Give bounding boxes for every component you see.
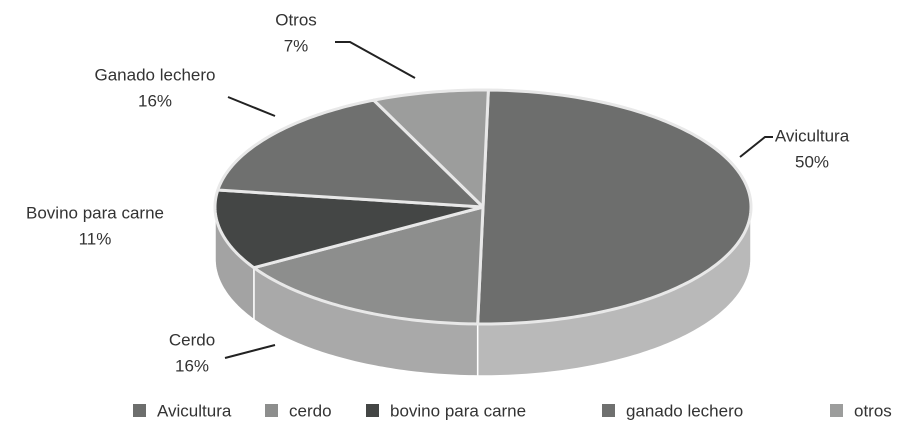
legend-swatch: [265, 404, 278, 417]
slice: [252, 205, 485, 326]
slice-label: Cerdo: [169, 330, 215, 349]
slice: [216, 98, 485, 209]
legend-label: ganado lechero: [626, 401, 743, 420]
legend-swatch: [366, 404, 379, 417]
leader-line: [739, 136, 773, 158]
slice: [476, 88, 753, 326]
slice-value-label: 16%: [175, 356, 209, 375]
leader-line: [335, 41, 416, 79]
legend-swatch: [133, 404, 146, 417]
legend-swatch: [602, 404, 615, 417]
slice-label: Otros: [275, 10, 317, 29]
legend-label: bovino para carne: [390, 401, 526, 420]
slice: [213, 188, 485, 270]
legend-label: otros: [854, 401, 892, 420]
slice-value-label: 11%: [79, 229, 112, 248]
legend-label: cerdo: [289, 401, 332, 420]
leader-line: [227, 96, 276, 117]
leader-line: [224, 344, 276, 359]
slice-value-label: 7%: [284, 36, 309, 55]
slice: [372, 88, 490, 209]
slice-label: Bovino para carne: [26, 203, 164, 222]
legend-label: Avicultura: [157, 401, 232, 420]
slice-value-label: 16%: [138, 91, 172, 110]
slice-label: Avicultura: [775, 126, 850, 145]
slice-label: Ganado lechero: [95, 65, 216, 84]
slice-value-label: 50%: [795, 152, 829, 171]
legend-swatch: [830, 404, 843, 417]
